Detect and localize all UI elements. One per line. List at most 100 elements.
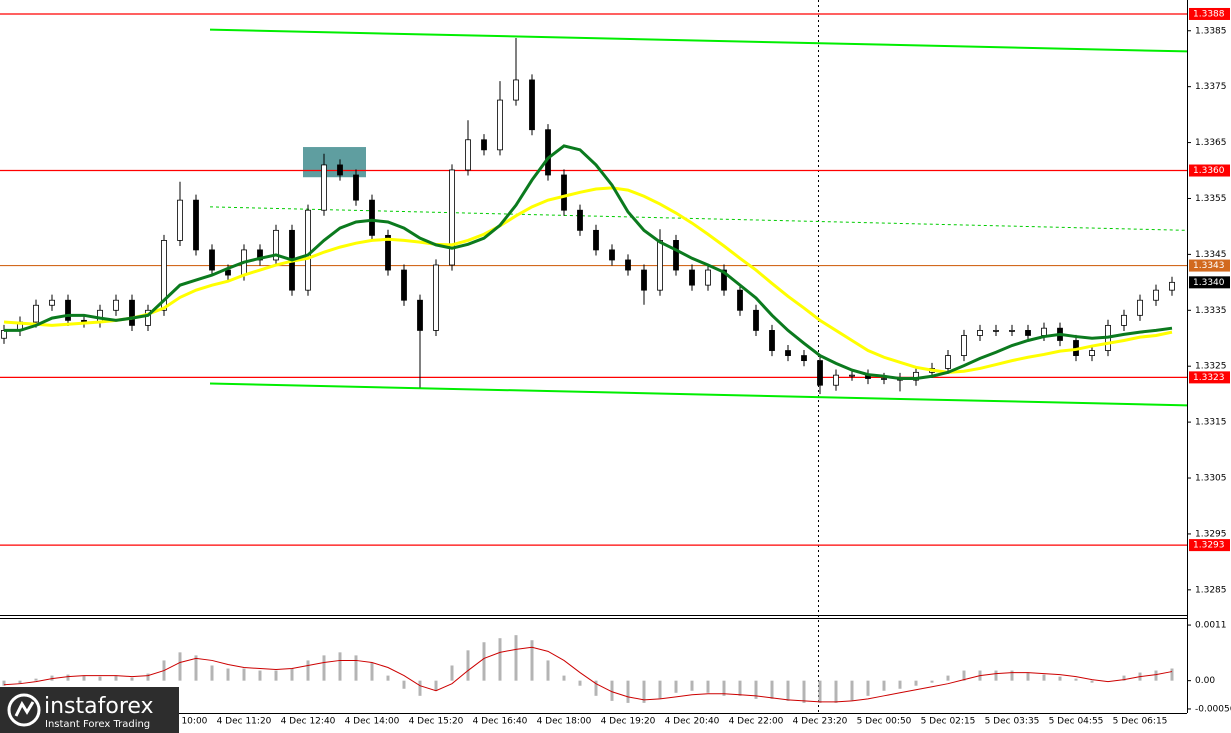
candle-body <box>705 269 711 286</box>
histogram-bar <box>178 652 182 681</box>
moving-average <box>4 144 1173 381</box>
histogram-bar <box>1026 672 1030 681</box>
histogram-bar <box>706 680 710 693</box>
level-tag <box>1189 7 1230 20</box>
histogram-bar <box>466 650 470 681</box>
histogram-bar <box>898 680 902 689</box>
plot-layer: 1.3385 1.3375 1.3365 1.3355 1.3345 1.3335 1.33… <box>0 7 1231 714</box>
histogram-bar <box>434 680 438 691</box>
histogram-bar <box>562 675 566 681</box>
candle-body <box>577 209 583 231</box>
histogram-bar <box>834 680 838 703</box>
candle-body <box>545 129 551 176</box>
histogram-bar <box>402 680 406 689</box>
histogram-bar <box>450 665 454 681</box>
y-tick-label: 1.3335 <box>1195 306 1227 316</box>
histogram-bar <box>354 655 358 681</box>
x-tick-label: 4 Dec 23:20 <box>793 717 848 727</box>
level-tag <box>1189 259 1230 272</box>
candle-body <box>1009 330 1015 332</box>
histogram-bar <box>738 680 742 696</box>
histogram-bar <box>338 652 342 681</box>
histogram-bar <box>34 678 38 681</box>
y-tick-label: 1.3295 <box>1195 529 1227 539</box>
x-tick-label: 4 Dec 12:40 <box>281 717 336 727</box>
candle-body <box>1025 330 1031 336</box>
histogram-bar <box>66 674 70 681</box>
histogram-bar <box>1090 680 1094 683</box>
histogram-bar <box>274 670 278 681</box>
histogram-bar <box>418 680 422 696</box>
histogram-bar <box>818 680 822 703</box>
signal-line <box>3 646 1173 703</box>
histogram-bar <box>802 680 806 703</box>
histogram-bar <box>258 670 262 681</box>
candle-body <box>737 289 743 311</box>
y-tick-label: 1.3325 <box>1195 362 1227 372</box>
y-tick-label: 1.3315 <box>1195 418 1227 428</box>
candle-body <box>193 199 199 251</box>
histogram-bar <box>146 673 150 681</box>
candle-body <box>481 139 487 151</box>
candle-body <box>625 259 631 271</box>
histogram-bar <box>578 680 582 686</box>
x-tick-label: 4 Dec 16:40 <box>473 717 528 727</box>
level-tag <box>1189 539 1230 552</box>
candle-body <box>945 355 951 369</box>
histogram-bar <box>914 680 918 686</box>
trendline <box>209 28 1188 53</box>
candle-body <box>49 299 55 306</box>
candle-body <box>1121 314 1127 326</box>
histogram-bar <box>722 680 726 696</box>
candle-body <box>225 269 231 276</box>
level-label: 1.3343 <box>1193 261 1225 271</box>
candle-body <box>833 374 839 386</box>
level-tag <box>1189 276 1230 289</box>
candle-body <box>673 240 679 271</box>
candle-body <box>65 299 71 321</box>
histogram-bar <box>514 635 518 681</box>
candle-body <box>961 335 967 356</box>
x-tick-label: 4 Dec 10:00 <box>153 717 208 727</box>
logo-icon <box>7 693 41 727</box>
candle-body <box>849 374 855 377</box>
candle-body <box>161 240 167 311</box>
candle-body <box>785 350 791 356</box>
logo-icon <box>14 700 35 717</box>
histogram-bar <box>306 660 310 681</box>
x-tick-label: 5 Dec 00:50 <box>857 717 912 727</box>
histogram-bar <box>754 680 758 699</box>
candle-body <box>369 199 375 236</box>
candle-body <box>641 269 647 291</box>
histogram-bar <box>530 640 534 681</box>
y-tick-label: 1.3385 <box>1195 26 1227 36</box>
histogram-bar <box>882 680 886 691</box>
zone <box>303 147 366 178</box>
level-tag <box>1189 164 1230 177</box>
histogram-bar <box>1170 668 1174 681</box>
level-label: 1.3340 <box>1193 278 1225 288</box>
level-label: 1.3323 <box>1193 373 1225 383</box>
histogram-bar <box>194 655 198 681</box>
x-tick-label: 5 Dec 03:35 <box>985 717 1040 727</box>
histogram-bar <box>370 662 374 681</box>
candle-body <box>753 309 759 331</box>
candle-body <box>337 164 343 176</box>
candle-body <box>1137 299 1143 316</box>
histogram-bar <box>930 680 934 683</box>
histogram-bar <box>242 668 246 681</box>
histogram-bar <box>658 680 662 699</box>
histogram-bar <box>962 670 966 681</box>
candle-body <box>321 164 327 211</box>
candle-body <box>145 309 151 326</box>
level-label: 1.3388 <box>1193 9 1225 19</box>
histogram-bar <box>498 638 502 681</box>
histogram-bar <box>210 665 214 681</box>
candle-body <box>257 249 263 261</box>
candle-body <box>1169 281 1175 291</box>
histogram-bar <box>1122 675 1126 681</box>
histogram-bar <box>1010 670 1014 681</box>
candle-body <box>273 229 279 261</box>
y-tick-label: 1.3285 <box>1195 585 1227 595</box>
y-tick-label: 0.0011 <box>1195 621 1227 631</box>
